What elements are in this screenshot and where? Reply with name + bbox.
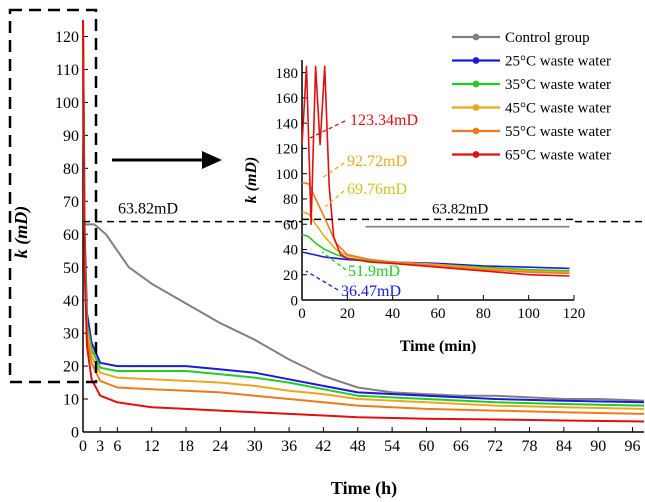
main-y-tick-label: 0 xyxy=(71,425,79,442)
inset-y-tick-label: 80 xyxy=(283,192,298,208)
main-y-tick-label: 110 xyxy=(56,62,79,79)
inset-x-label: Time (min) xyxy=(400,338,477,355)
legend-label-3: 45°C waste water xyxy=(505,101,611,117)
inset-x-tick-label: 100 xyxy=(517,306,540,322)
main-y-tick-label: 50 xyxy=(63,260,79,277)
main-y-tick-label: 40 xyxy=(63,293,79,310)
legend-marker-1 xyxy=(472,57,480,64)
main-x-tick-label: 90 xyxy=(590,438,606,455)
main-y-tick-label: 70 xyxy=(63,194,79,211)
inset-y-tick-label: 120 xyxy=(276,142,299,158)
legend-label-4: 55°C waste water xyxy=(505,124,611,140)
main-x-tick-label: 0 xyxy=(79,438,87,455)
inset-plot: 0 20 40 60 80 100 120 0 20 40 60 80 100 120 140 160 180 6… xyxy=(276,60,586,322)
inset-y-tick-label: 20 xyxy=(283,268,298,284)
main-x-tick-label: 18 xyxy=(178,438,194,455)
zoom-box xyxy=(8,8,98,384)
inset-annotation-pointer xyxy=(321,162,345,179)
main-x-tick-label: 36 xyxy=(281,438,297,455)
inset-y-tick-label: 160 xyxy=(276,91,299,107)
inset-x-tick-label: 40 xyxy=(385,306,400,322)
main-y-tick-label: 90 xyxy=(63,128,79,145)
main-series-line-2 xyxy=(82,19,645,407)
main-y-tick-label: 20 xyxy=(63,359,79,376)
inset-x-tick-label: 0 xyxy=(298,306,306,322)
inset-y-tick-label: 100 xyxy=(276,167,299,183)
main-y-tick-label: 80 xyxy=(63,161,79,178)
main-series-line-0 xyxy=(84,223,645,402)
main-x-tick-label: 54 xyxy=(384,438,400,455)
main-plot: 0 3 6 12 18 24 30 36 42 48 54 60 66 72 78 84 90 960102030… xyxy=(55,19,645,455)
inset-y-tick-label: 180 xyxy=(276,66,299,82)
main-y-tick-label: 120 xyxy=(55,29,79,46)
inset-series-line-4 xyxy=(301,181,570,275)
inset-y-label: k (mD) xyxy=(243,157,260,204)
legend-marker-5 xyxy=(472,151,480,158)
inset-y-tick-label: 0 xyxy=(291,293,299,309)
main-x-tick-label: 84 xyxy=(556,438,572,455)
main-y-tick-label: 30 xyxy=(63,326,79,343)
legend-label-0: Control group xyxy=(505,30,590,46)
legend-marker-0 xyxy=(472,33,480,41)
main-x-tick-label: 78 xyxy=(522,438,538,455)
inset-annotation-label: 69.76mD xyxy=(347,181,407,198)
inset-annotation-label: 36.47mD xyxy=(341,283,401,300)
main-series-line-4 xyxy=(82,19,645,415)
legend-marker-3 xyxy=(472,104,480,111)
main-x-tick-label: 30 xyxy=(247,438,263,455)
main-x-tick-label: 6 xyxy=(113,438,121,455)
main-x-tick-label: 66 xyxy=(453,438,469,455)
inset-x-tick-label: 80 xyxy=(476,306,491,322)
main-x-tick-label: 48 xyxy=(350,438,366,455)
legend-marker-4 xyxy=(472,127,480,135)
main-y-tick-label: 60 xyxy=(63,227,79,244)
inset-y-tick-label: 60 xyxy=(283,217,298,233)
inset-annotation-label: 51.9mD xyxy=(348,263,400,280)
inset-annotation-label: 123.34mD xyxy=(350,112,418,129)
main-series-line-3 xyxy=(82,19,645,410)
main-y-tick-label: 10 xyxy=(63,392,79,409)
main-x-tick-label: 24 xyxy=(212,438,228,455)
main-x-label: Time (h) xyxy=(331,478,397,499)
legend: Control group 25°C waste water 35°C waste … xyxy=(452,30,611,164)
main-x-tick-label: 12 xyxy=(144,438,160,455)
main-series-line-1 xyxy=(82,19,645,404)
inset-annotation-label: 92.72mD xyxy=(347,153,407,170)
legend-marker-2 xyxy=(472,80,480,88)
main-y-tick-label: 100 xyxy=(55,95,79,112)
main-series-line-5 xyxy=(82,19,645,423)
zoom-arrow xyxy=(112,151,222,169)
main-reference-label: 63.82mD xyxy=(118,201,178,218)
inset-reference-label: 63.82mD xyxy=(432,201,488,217)
main-y-label: k (mD) xyxy=(11,206,32,259)
inset-x-tick-label: 60 xyxy=(431,306,446,322)
main-x-tick-label: 96 xyxy=(625,438,641,455)
inset-annotation-pointer xyxy=(305,270,339,291)
inset-x-tick-label: 20 xyxy=(340,306,355,322)
main-x-tick-label: 3 xyxy=(96,438,104,455)
inset-annotation-pointer xyxy=(321,251,347,271)
inset-y-tick-label: 40 xyxy=(283,243,298,259)
inset-x-tick-label: 120 xyxy=(563,306,586,322)
main-x-tick-label: 42 xyxy=(315,438,331,455)
legend-label-1: 25°C waste water xyxy=(505,54,611,70)
legend-label-5: 65°C waste water xyxy=(505,148,611,164)
main-x-tick-label: 60 xyxy=(418,438,434,455)
inset-y-tick-label: 140 xyxy=(276,116,299,132)
legend-label-2: 35°C waste water xyxy=(505,77,611,93)
main-x-tick-label: 72 xyxy=(487,438,503,455)
inset-series-line-5 xyxy=(301,65,570,277)
